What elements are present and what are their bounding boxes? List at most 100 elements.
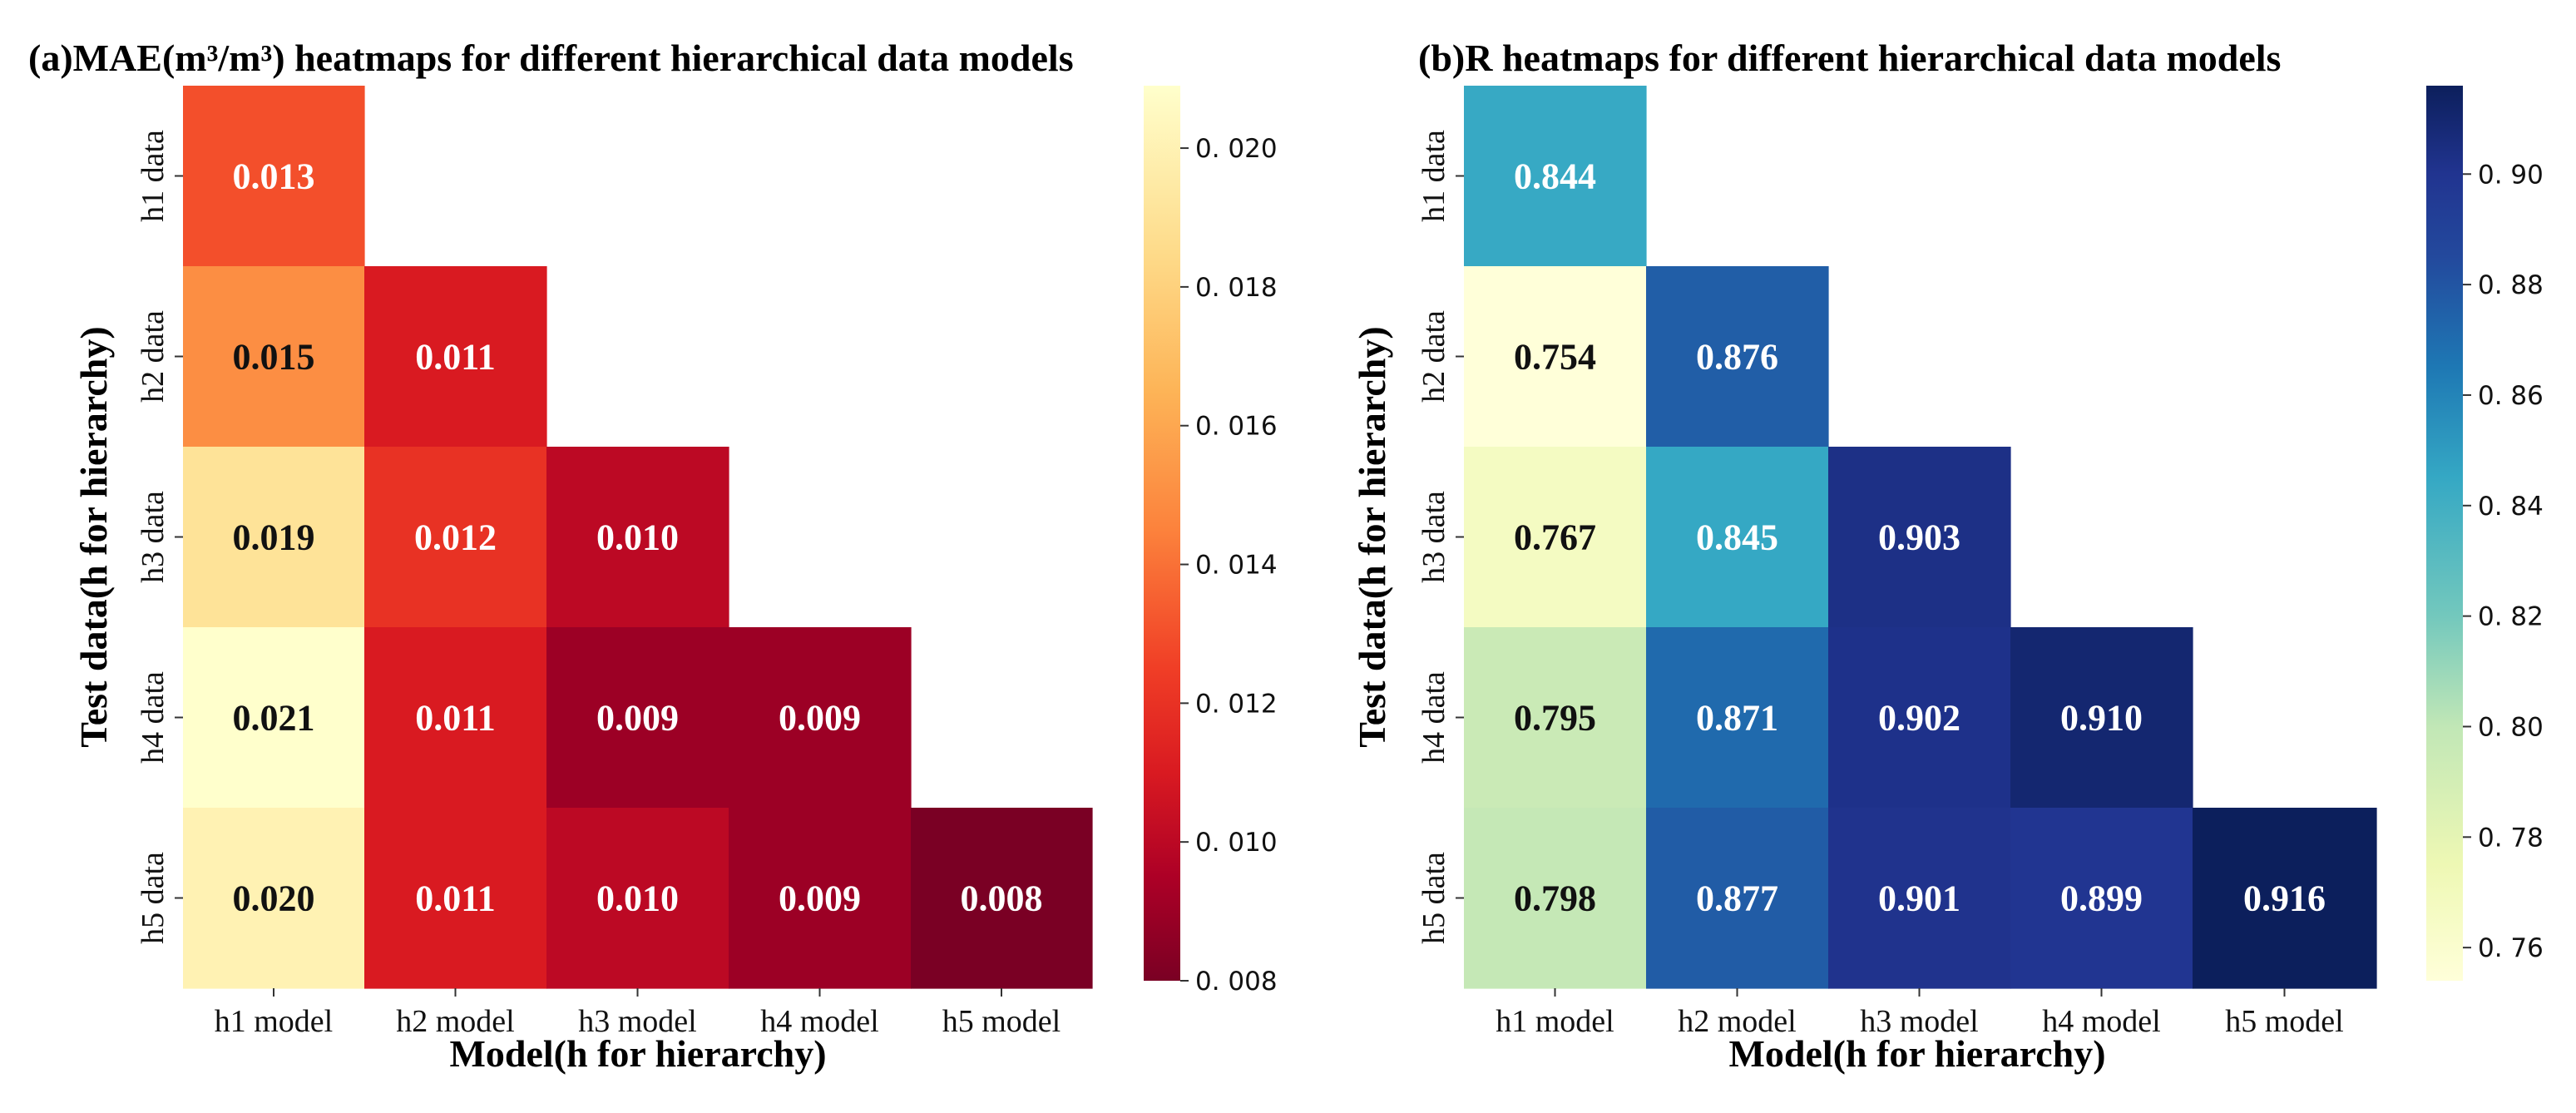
colorbar-tick-label: 0. 90: [2478, 160, 2544, 190]
cell-value-label: 0.871: [1696, 698, 1778, 739]
y-tick-label: h4 data: [136, 671, 171, 764]
heatmap-panel-1: (a)MAE(m³/m³) heatmaps for different hie…: [28, 37, 1278, 1075]
y-tick-label: h1 data: [1417, 130, 1451, 222]
y-tick-label: h5 data: [136, 852, 171, 944]
x-tick-label: h3 model: [1860, 1004, 1978, 1039]
heatmap-cell-5-5: [911, 808, 1093, 989]
cell-value-label: 0.021: [233, 698, 315, 739]
heatmap-cell-5-3: [546, 808, 729, 989]
heatmap-cell-3-1: [183, 447, 365, 628]
cell-value-label: 0.013: [233, 156, 315, 197]
heatmap-cell-5-1: [183, 808, 365, 989]
y-tick-label: h3 data: [136, 491, 171, 583]
cell-value-label: 0.011: [415, 337, 496, 378]
y-tick-label: h3 data: [1417, 491, 1451, 583]
heatmap-cell-5-4: [2010, 808, 2193, 989]
colorbar: [2426, 86, 2463, 981]
cell-value-label: 0.899: [2060, 878, 2143, 919]
cell-value-label: 0.795: [1514, 698, 1596, 739]
cell-value-label: 0.798: [1514, 878, 1596, 919]
cell-value-label: 0.008: [961, 878, 1043, 919]
x-tick-label: h2 model: [396, 1004, 514, 1039]
cell-value-label: 0.015: [233, 337, 315, 378]
colorbar-tick-label: 0. 016: [1195, 412, 1278, 442]
x-tick-label: h1 model: [215, 1004, 333, 1039]
cell-value-label: 0.009: [779, 698, 861, 739]
x-axis-label: Model(h for hierarchy): [449, 1032, 826, 1075]
heatmap-panel-2: (b)R heatmaps for different hierarchical…: [1351, 37, 2544, 1075]
cell-value-label: 0.767: [1514, 517, 1596, 558]
colorbar-tick-label: 0. 008: [1195, 967, 1278, 997]
x-tick-label: h2 model: [1678, 1004, 1796, 1039]
heatmap-cell-5-5: [2193, 808, 2377, 989]
cell-value-label: 0.754: [1514, 337, 1596, 378]
colorbar-tick-label: 0. 010: [1195, 828, 1278, 858]
heatmap-cell-3-2: [364, 447, 547, 628]
heatmap-cell-2-2: [364, 266, 547, 448]
y-tick-label: h5 data: [1417, 852, 1451, 944]
heatmap-cell-5-2: [364, 808, 547, 989]
colorbar-tick-label: 0. 88: [2478, 270, 2544, 300]
colorbar-tick-label: 0. 80: [2478, 712, 2544, 742]
heatmap-cell-5-3: [1828, 808, 2011, 989]
chart-title: (b)R heatmaps for different hierarchical…: [1418, 37, 2281, 79]
heatmap-cell-4-1: [183, 627, 365, 809]
heatmap-cell-5-2: [1646, 808, 1829, 989]
colorbar: [1144, 86, 1180, 981]
heatmap-cell-2-2: [1646, 266, 1829, 448]
x-tick-label: h5 model: [942, 1004, 1061, 1039]
cell-value-label: 0.011: [415, 878, 496, 919]
x-tick-label: h1 model: [1496, 1004, 1614, 1039]
cell-value-label: 0.011: [415, 698, 496, 739]
cell-value-label: 0.012: [414, 517, 497, 558]
cell-value-label: 0.877: [1696, 878, 1778, 919]
y-axis-label: Test data(h for hierarchy): [1351, 326, 1393, 747]
heatmap-cell-4-1: [1464, 627, 1647, 809]
panels: (a)MAE(m³/m³) heatmaps for different hie…: [28, 37, 2544, 1075]
colorbar-tick-label: 0. 020: [1195, 134, 1278, 164]
cell-value-label: 0.019: [233, 517, 315, 558]
cell-value-label: 0.903: [1878, 517, 1960, 558]
heatmap-cell-5-1: [1464, 808, 1647, 989]
cell-value-label: 0.916: [2243, 878, 2326, 919]
heatmap-cell-3-2: [1646, 447, 1829, 628]
cell-value-label: 0.009: [779, 878, 861, 919]
chart-title: (a)MAE(m³/m³) heatmaps for different hie…: [28, 37, 1074, 79]
heatmap-cell-1-1: [183, 86, 365, 267]
colorbar-tick-label: 0. 82: [2478, 602, 2544, 632]
heatmap-cell-4-4: [729, 627, 912, 809]
colorbar-tick-label: 0. 014: [1195, 551, 1278, 581]
colorbar-tick-label: 0. 84: [2478, 492, 2544, 522]
x-tick-label: h4 model: [2042, 1004, 2160, 1039]
cell-value-label: 0.010: [596, 878, 679, 919]
cell-value-label: 0.902: [1878, 698, 1960, 739]
colorbar-tick-label: 0. 76: [2478, 933, 2544, 963]
x-tick-label: h5 model: [2225, 1004, 2343, 1039]
y-tick-label: h4 data: [1417, 671, 1451, 764]
y-axis-label: Test data(h for hierarchy): [72, 326, 115, 747]
cell-value-label: 0.010: [596, 517, 679, 558]
cell-value-label: 0.020: [233, 878, 315, 919]
heatmap-cell-5-4: [729, 808, 912, 989]
heatmap-cell-4-2: [364, 627, 547, 809]
heatmap-cell-3-1: [1464, 447, 1647, 628]
cell-value-label: 0.901: [1878, 878, 1960, 919]
x-tick-label: h4 model: [760, 1004, 878, 1039]
colorbar-tick-label: 0. 012: [1195, 689, 1278, 719]
cell-value-label: 0.876: [1696, 337, 1778, 378]
x-tick-label: h3 model: [578, 1004, 696, 1039]
heatmap-cell-4-2: [1646, 627, 1829, 809]
cell-value-label: 0.009: [596, 698, 679, 739]
colorbar-tick-label: 0. 018: [1195, 273, 1278, 303]
heatmap-cell-2-1: [183, 266, 365, 448]
colorbar-tick-label: 0. 86: [2478, 381, 2544, 411]
heatmap-cell-4-4: [2010, 627, 2193, 809]
y-tick-label: h2 data: [136, 310, 171, 403]
y-tick-label: h1 data: [136, 130, 171, 222]
heatmap-cell-3-3: [1828, 447, 2011, 628]
cell-value-label: 0.845: [1696, 517, 1778, 558]
heatmap-cell-4-3: [1828, 627, 2011, 809]
cell-value-label: 0.844: [1514, 156, 1596, 197]
heatmap-cell-4-3: [546, 627, 729, 809]
